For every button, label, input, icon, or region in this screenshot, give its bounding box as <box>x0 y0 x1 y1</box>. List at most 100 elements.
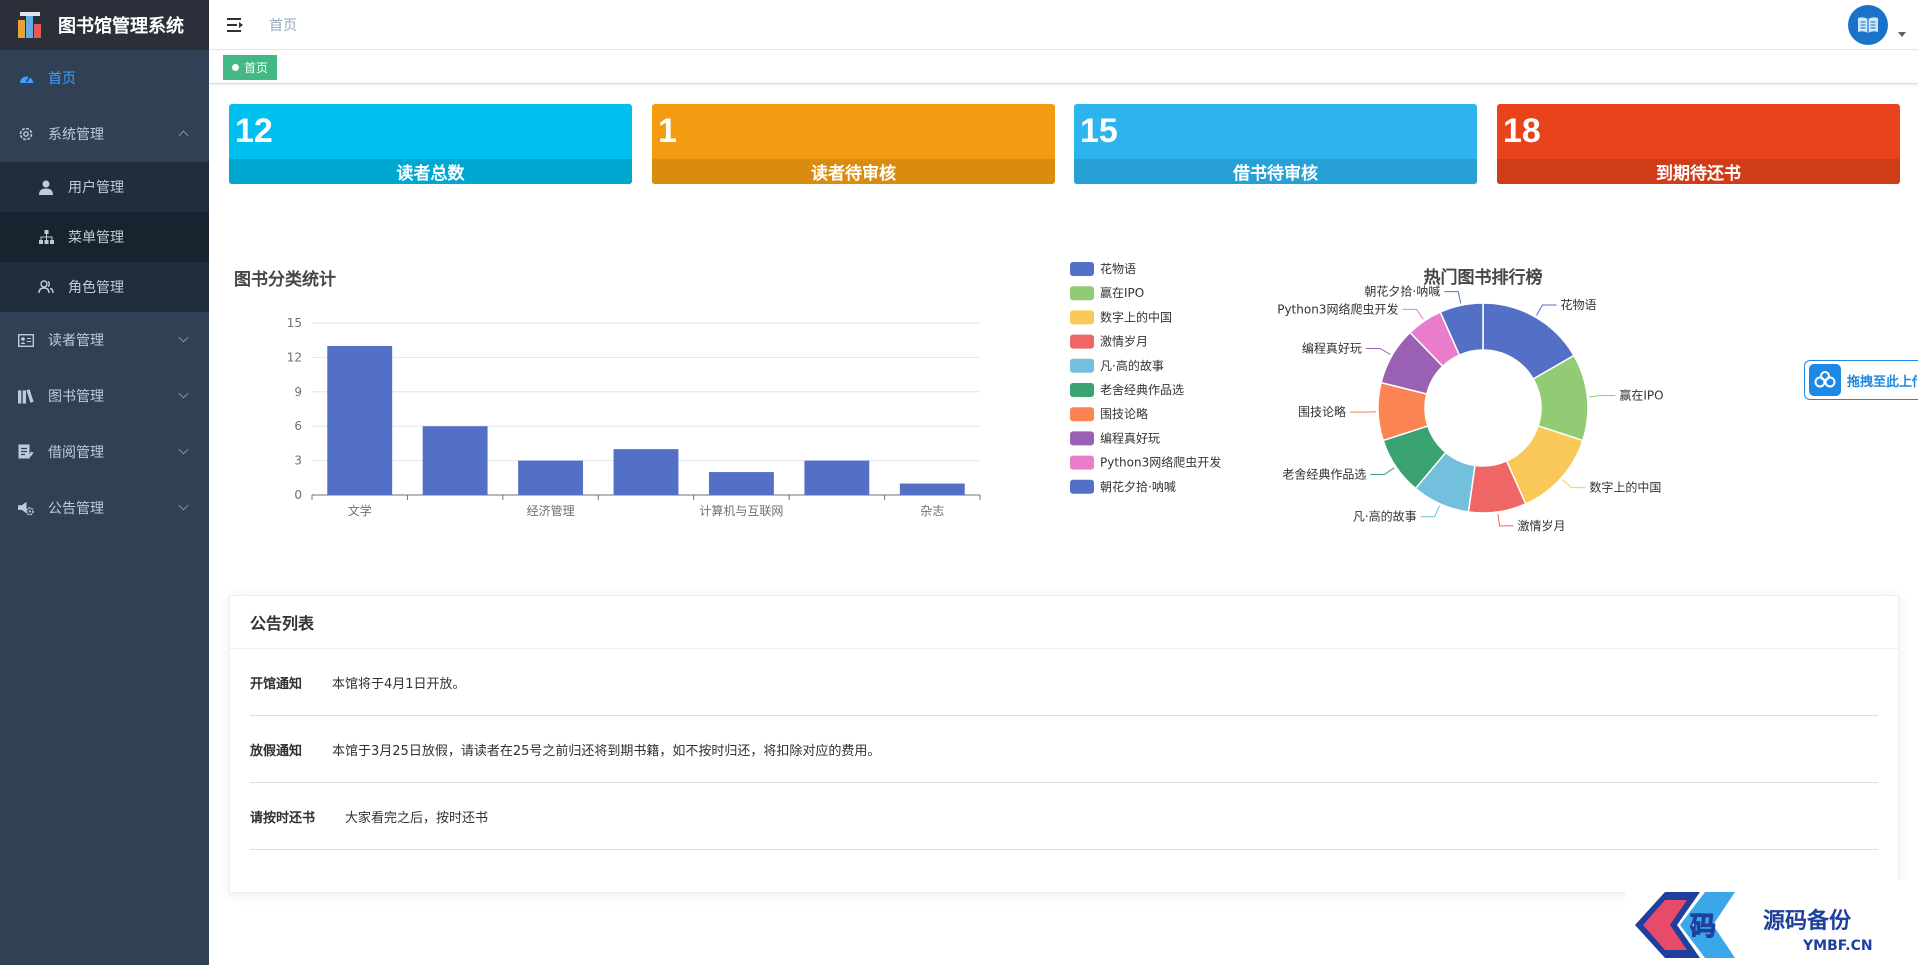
y-tick-label: 6 <box>294 419 302 433</box>
label-line <box>1537 305 1557 315</box>
stat-label: 读者总数 <box>229 159 632 184</box>
label-line <box>1498 514 1514 526</box>
slice-label: 花物语 <box>1561 297 1597 312</box>
chevron-down-icon <box>179 389 189 399</box>
legend-label[interactable]: 花物语 <box>1100 261 1136 276</box>
notice-row[interactable]: 请按时还书 大家看完之后，按时还书 <box>250 783 1878 850</box>
legend-label[interactable]: 赢在IPO <box>1100 285 1144 300</box>
notice-panel-title: 公告列表 <box>230 596 1898 649</box>
legend-label[interactable]: 朝花夕拾·呐喊 <box>1100 479 1176 494</box>
legend-label[interactable]: 数字上的中国 <box>1100 309 1172 324</box>
watermark-glyph: 码 <box>1690 912 1716 942</box>
sidebar-item-home[interactable]: 首页 <box>0 50 209 106</box>
tag-home[interactable]: 首页 <box>223 55 277 80</box>
legend-swatch[interactable] <box>1070 480 1094 494</box>
menu-fold-icon[interactable] <box>227 18 243 32</box>
brand[interactable]: 图书馆管理系统 <box>0 0 209 50</box>
sidebar-item-books[interactable]: 图书管理 <box>0 368 209 424</box>
y-tick-label: 9 <box>294 385 302 399</box>
upload-float-button[interactable]: 拖拽至此上传 <box>1804 360 1918 400</box>
bar[interactable] <box>709 472 774 495</box>
x-tick-label: 经济管理 <box>527 503 575 518</box>
sidebar-item-label: 借阅管理 <box>48 442 104 462</box>
sidebar-item-label: 角色管理 <box>68 277 124 297</box>
legend-swatch[interactable] <box>1070 359 1094 373</box>
pie-chart-title: 热门图书排行榜 <box>1424 267 1543 288</box>
sidebar-item-menus[interactable]: 菜单管理 <box>0 212 209 262</box>
bar-chart: 03691215文学经济管理计算机与互联网杂志 <box>270 305 990 525</box>
notice-content: 大家看完之后，按时还书 <box>345 807 488 826</box>
label-line <box>1421 506 1440 517</box>
legend-swatch[interactable] <box>1070 407 1094 421</box>
peoples-icon <box>38 279 54 295</box>
legend-swatch[interactable] <box>1070 383 1094 397</box>
y-tick-label: 12 <box>287 350 302 364</box>
sidebar-item-label: 用户管理 <box>68 177 124 197</box>
stat-value: 15 <box>1080 112 1118 151</box>
notice-row[interactable]: 放假通知 本馆于3月25日放假，请读者在25号之前归还将到期书籍，如不按时归还，… <box>250 716 1878 783</box>
bar[interactable] <box>900 484 965 495</box>
legend-label[interactable]: Python3网络爬虫开发 <box>1100 455 1221 470</box>
sidebar-item-notices[interactable]: 公告管理 <box>0 480 209 536</box>
app-title: 图书馆管理系统 <box>58 12 184 38</box>
breadcrumb[interactable]: 首页 <box>269 15 297 35</box>
slice-label: 赢在IPO <box>1619 388 1663 403</box>
user-icon <box>38 179 54 195</box>
stat-label: 读者待审核 <box>652 159 1055 184</box>
bar-chart-title: 图书分类统计 <box>234 265 336 290</box>
y-tick-label: 0 <box>294 488 302 502</box>
legend-swatch[interactable] <box>1070 262 1094 276</box>
upload-float-label: 拖拽至此上传 <box>1847 371 1917 390</box>
bar[interactable] <box>327 346 392 495</box>
bar[interactable] <box>614 449 679 495</box>
sidebar: 图书馆管理系统 首页 系统管理 用户管理 菜单管理 <box>0 0 209 965</box>
legend-label[interactable]: 凡·高的故事 <box>1100 358 1164 373</box>
bar[interactable] <box>518 461 583 495</box>
stat-label: 到期待还书 <box>1497 159 1900 184</box>
sidebar-item-borrow[interactable]: 借阅管理 <box>0 424 209 480</box>
x-tick-label: 杂志 <box>920 504 944 518</box>
sidebar-item-readers[interactable]: 读者管理 <box>0 312 209 368</box>
sidebar-item-roles[interactable]: 角色管理 <box>0 262 209 312</box>
dot-icon <box>232 64 239 71</box>
watermark-logo: 码 源码备份 YMBF.CN <box>1625 880 1918 965</box>
navbar: 首页 <box>209 0 1918 50</box>
y-tick-label: 3 <box>294 454 302 468</box>
legend-swatch[interactable] <box>1070 431 1094 445</box>
label-line <box>1444 292 1460 304</box>
slice-label: 围技论略 <box>1298 404 1346 419</box>
pie-chart: 花物语赢在IPO数字上的中国激情岁月凡·高的故事老舍经典作品选围技论略编程真好玩… <box>1050 255 1750 555</box>
legend-swatch[interactable] <box>1070 286 1094 300</box>
caret-down-icon[interactable] <box>1898 32 1906 37</box>
bar[interactable] <box>423 426 488 495</box>
sidebar-item-label: 图书管理 <box>48 386 104 406</box>
legend-label[interactable]: 编程真好玩 <box>1100 430 1160 445</box>
legend-swatch[interactable] <box>1070 310 1094 324</box>
notice-row[interactable]: 开馆通知 本馆将于4月1日开放。 <box>250 649 1878 716</box>
avatar[interactable] <box>1848 5 1888 45</box>
label-line <box>1589 396 1615 397</box>
stat-card[interactable]: 1 读者待审核 <box>652 104 1055 184</box>
sidebar-item-system[interactable]: 系统管理 <box>0 106 209 162</box>
legend-label[interactable]: 激情岁月 <box>1100 334 1148 349</box>
stat-label: 借书待审核 <box>1074 159 1477 184</box>
legend-swatch[interactable] <box>1070 456 1094 470</box>
notice-title: 开馆通知 <box>250 673 302 692</box>
bar[interactable] <box>804 461 869 495</box>
legend-swatch[interactable] <box>1070 335 1094 349</box>
chevron-up-icon <box>179 131 189 141</box>
stat-value: 1 <box>658 112 677 151</box>
dashboard-icon <box>18 70 34 86</box>
legend-label[interactable]: 老舍经典作品选 <box>1100 382 1184 397</box>
label-line <box>1366 349 1390 355</box>
notice-content: 本馆将于4月1日开放。 <box>332 673 466 692</box>
stat-card[interactable]: 15 借书待审核 <box>1074 104 1477 184</box>
legend-label[interactable]: 围技论略 <box>1100 406 1148 421</box>
submenu-system: 用户管理 菜单管理 角色管理 <box>0 162 209 312</box>
x-tick-label: 计算机与互联网 <box>699 503 783 518</box>
chevron-down-icon <box>179 501 189 511</box>
sidebar-item-label: 公告管理 <box>48 498 104 518</box>
sidebar-item-users[interactable]: 用户管理 <box>0 162 209 212</box>
